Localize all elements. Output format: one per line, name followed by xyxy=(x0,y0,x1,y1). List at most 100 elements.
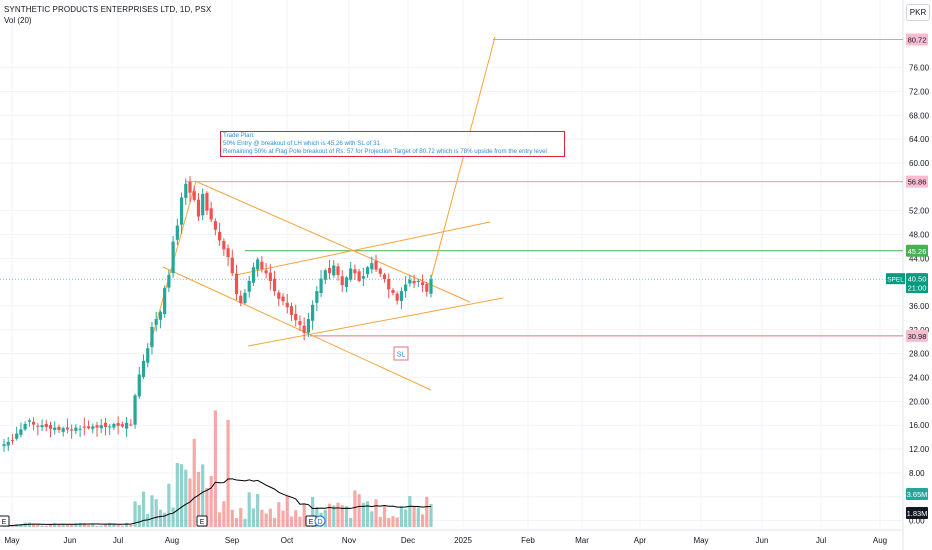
price-tick-label: 20.00 xyxy=(909,397,930,406)
earnings-marker-label: E xyxy=(309,519,314,526)
triangle-pattern-lines: SL xyxy=(149,36,504,391)
volume-indicator-label[interactable]: Vol (20) xyxy=(4,16,32,25)
volume-bar xyxy=(192,438,196,527)
time-tick-label: Jun xyxy=(64,536,77,545)
candle-body xyxy=(158,311,163,320)
candle-body xyxy=(230,257,234,274)
candle-body xyxy=(323,270,327,280)
candle-body xyxy=(205,192,209,211)
volume-bar xyxy=(251,508,256,527)
volume-bar xyxy=(70,524,74,527)
volume-bar xyxy=(125,522,129,527)
volume-bar xyxy=(61,523,65,527)
candle-body xyxy=(395,293,399,301)
volume-bar xyxy=(108,522,112,527)
candle-body xyxy=(129,424,133,426)
time-tick-label: Feb xyxy=(521,536,535,545)
volume-bar xyxy=(179,464,184,527)
countdown-badge: 21:00 xyxy=(908,284,927,293)
stop-price-badge-bg xyxy=(906,329,928,342)
volume-bar xyxy=(382,505,387,527)
time-tick-label: Nov xyxy=(342,536,356,545)
volume-bar xyxy=(370,511,374,527)
candle-body xyxy=(6,441,10,446)
volume-badge-bg xyxy=(906,488,928,500)
volume-bar xyxy=(40,525,44,527)
volume-bar xyxy=(429,504,433,527)
candle-body xyxy=(294,313,298,321)
volume-bar xyxy=(289,516,294,527)
volume-bar xyxy=(184,469,188,527)
volume-bar xyxy=(340,505,344,527)
candle-body xyxy=(179,197,184,225)
target-price-badge: 80.72 xyxy=(908,35,927,44)
stop-price-badge: 30.98 xyxy=(908,332,927,341)
time-tick-label: 2025 xyxy=(454,536,472,545)
volume-bar xyxy=(285,495,289,527)
candle-body xyxy=(226,248,230,258)
volume-bar xyxy=(256,493,260,527)
candle-body xyxy=(251,267,256,283)
candle-body xyxy=(175,225,179,240)
candle-body xyxy=(285,302,289,308)
candle-body xyxy=(374,260,378,270)
candle-body xyxy=(268,272,272,281)
chart-title: SYNTHETIC PRODUCTS ENTERPRISES LTD, 1D, … xyxy=(4,5,212,14)
time-tick-label: Oct xyxy=(281,536,294,545)
stop-loss-box xyxy=(393,346,409,361)
volume-bar xyxy=(404,509,408,527)
resistance-price-badge: 45.26 xyxy=(908,247,927,256)
volume-bar xyxy=(78,522,82,527)
price-tick-label: 60.00 xyxy=(909,159,930,168)
candle-body xyxy=(146,348,150,363)
candle-body xyxy=(44,423,48,427)
volume-badge: 3.65M xyxy=(907,490,928,499)
volume-ma-badge-bg xyxy=(906,507,928,519)
currency-button[interactable]: PKR xyxy=(906,4,930,21)
volume-bar xyxy=(416,507,420,527)
volume-bar xyxy=(57,524,61,527)
volume-bar xyxy=(395,517,399,527)
candle-body xyxy=(213,221,217,230)
volume-bar xyxy=(10,524,15,527)
volume-bar xyxy=(399,506,404,527)
price-tick-label: 48.00 xyxy=(909,230,930,239)
earnings-marker xyxy=(0,515,10,527)
volume-bar xyxy=(171,507,175,527)
candle-body xyxy=(349,268,353,280)
candle-body xyxy=(141,360,146,377)
candle-body xyxy=(188,181,192,193)
volume-bar xyxy=(205,487,209,527)
volume-bar xyxy=(260,509,264,527)
resistance-price-badge-bg xyxy=(906,244,928,257)
volume-bar xyxy=(53,523,57,527)
volume-bar xyxy=(425,496,429,527)
volume-bar xyxy=(412,506,416,527)
volume-bar xyxy=(44,525,48,527)
candle-body xyxy=(112,424,116,428)
trade-plan-note[interactable]: Trade Plan: 50% Entry @ breakout of LH w… xyxy=(220,131,565,157)
price-tick-label: 28.00 xyxy=(909,350,930,359)
volume-bar xyxy=(116,525,120,527)
time-tick-label: May xyxy=(4,536,19,545)
pattern-upper-trendline xyxy=(194,180,471,303)
earnings-marker-label: E xyxy=(200,519,205,526)
candle-body xyxy=(53,427,57,431)
candle-body xyxy=(281,296,285,302)
volume-bar xyxy=(357,494,361,527)
candlestick-series xyxy=(2,176,433,452)
candle-body xyxy=(234,273,239,295)
candle-body xyxy=(420,282,425,286)
candle-body xyxy=(150,326,154,348)
candle-body xyxy=(387,279,391,290)
volume-bar xyxy=(387,517,391,527)
price-tick-label: 24.00 xyxy=(909,374,930,383)
earnings-marker-label: E xyxy=(2,519,7,526)
candle-body xyxy=(78,428,82,430)
volume-bar xyxy=(120,525,124,527)
candle-body xyxy=(319,278,323,294)
last-price-badge-bg xyxy=(906,273,928,294)
pattern-lower-channel xyxy=(162,266,432,391)
